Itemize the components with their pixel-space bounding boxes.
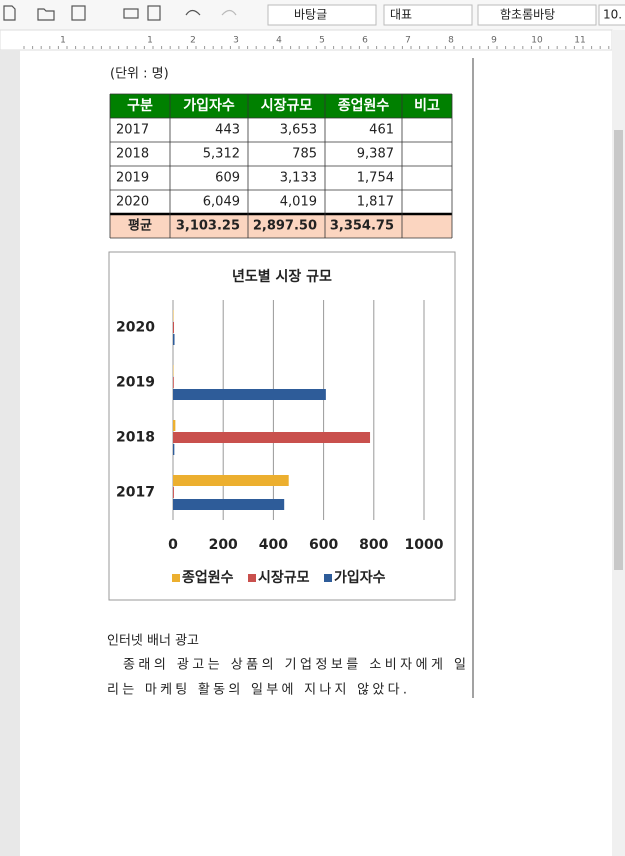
- bar: [173, 487, 174, 498]
- ruler-label: 3: [233, 36, 239, 46]
- x-tick-label: 600: [309, 537, 338, 553]
- legend-label: 가입자수: [334, 570, 386, 586]
- legend-label: 종업원수: [182, 570, 234, 586]
- y-tick-label: 2017: [116, 485, 155, 501]
- ruler-label: 1: [147, 36, 153, 46]
- y-tick-label: 2020: [116, 320, 155, 336]
- ruler-label: 9: [491, 36, 497, 46]
- size-box[interactable]: [598, 4, 625, 26]
- header-cell: 구분: [127, 98, 153, 114]
- legend-label: 시장규모: [258, 569, 310, 586]
- style-text: 바탕글: [294, 8, 327, 22]
- table-cell: 609: [215, 171, 240, 186]
- bar: [173, 420, 176, 431]
- bar: [173, 444, 175, 455]
- table-cell: 5,312: [203, 147, 240, 162]
- bar: [173, 499, 285, 510]
- header-cell: 시장규모: [261, 97, 313, 114]
- paragraph-line: 종래의 광고는 상품의 기업정보를 소비자에게 일: [123, 658, 466, 673]
- average-cell: 2,897.50: [253, 219, 317, 234]
- table-cell: 1,817: [357, 195, 394, 210]
- x-tick-label: 200: [209, 537, 238, 553]
- table-cell: 9,387: [357, 147, 394, 162]
- ruler-label: 7: [405, 36, 411, 46]
- bar: [173, 432, 371, 443]
- table-cell: 785: [292, 147, 317, 162]
- table-cell: 461: [369, 123, 394, 138]
- x-tick-label: 1000: [405, 537, 444, 553]
- size-text: 10.: [603, 8, 622, 22]
- chart-frame: [108, 251, 456, 601]
- average-cell: 3,103.25: [176, 219, 240, 234]
- table-cell: 6,049: [203, 195, 240, 210]
- table-cell: 2019: [116, 171, 149, 186]
- font-box[interactable]: [477, 4, 597, 26]
- bar: [173, 389, 326, 400]
- paragraph-line: 리는 마케팅 활동의 일부에 지나지 않았다.: [107, 683, 407, 698]
- y-tick-label: 2019: [116, 375, 155, 391]
- unit-note: (단위 : 명): [110, 67, 169, 82]
- table-cell: 4,019: [280, 195, 317, 210]
- ruler: [0, 29, 613, 51]
- toolbar-icons: [3, 5, 237, 21]
- ruler-label: 4: [276, 36, 282, 46]
- legend-swatch: [324, 574, 332, 582]
- table-header-bg: [110, 94, 452, 118]
- margin-left: [0, 50, 20, 856]
- heading: 인터넷 배너 광고: [107, 634, 199, 649]
- scroll-thumb[interactable]: [614, 130, 623, 570]
- style-group-box[interactable]: [383, 4, 473, 26]
- header-cell: 종업원수: [338, 98, 390, 114]
- legend-swatch: [248, 574, 256, 582]
- average-cell: 3,354.75: [330, 219, 394, 234]
- style-group-text: 대표: [390, 8, 412, 22]
- x-tick-label: 0: [168, 537, 178, 553]
- table-cell: 1,754: [357, 171, 394, 186]
- ruler-label: 2: [190, 36, 196, 46]
- table-cell: 2020: [116, 195, 149, 210]
- table-cell: 3,133: [280, 171, 317, 186]
- header-cell: 비고: [414, 98, 440, 114]
- bar: [173, 334, 175, 345]
- bar: [173, 322, 175, 333]
- header-cell: 가입자수: [183, 98, 235, 114]
- ruler-label: 11: [574, 36, 585, 46]
- table-cell: 443: [215, 123, 240, 138]
- bar: [173, 377, 174, 388]
- table-cell: 3,653: [280, 123, 317, 138]
- ruler-label: 5: [319, 36, 325, 46]
- font-text: 함초롬바탕: [500, 8, 555, 22]
- ruler-label: 10: [531, 36, 543, 46]
- chart-title: 년도별 시장 규모: [232, 268, 332, 285]
- table-average-bg: [110, 214, 452, 238]
- legend-swatch: [172, 574, 180, 582]
- average-cell: 평균: [128, 218, 152, 234]
- ruler-label: 1: [60, 36, 66, 46]
- y-tick-label: 2018: [116, 430, 155, 446]
- x-tick-label: 800: [359, 537, 388, 553]
- style-box[interactable]: [267, 4, 377, 26]
- ruler-label: 6: [362, 36, 368, 46]
- x-tick-label: 400: [259, 537, 288, 553]
- bar: [173, 475, 289, 486]
- table-cell: 2017: [116, 123, 149, 138]
- ruler-label: 8: [448, 36, 454, 46]
- table-cell: 2018: [116, 147, 149, 162]
